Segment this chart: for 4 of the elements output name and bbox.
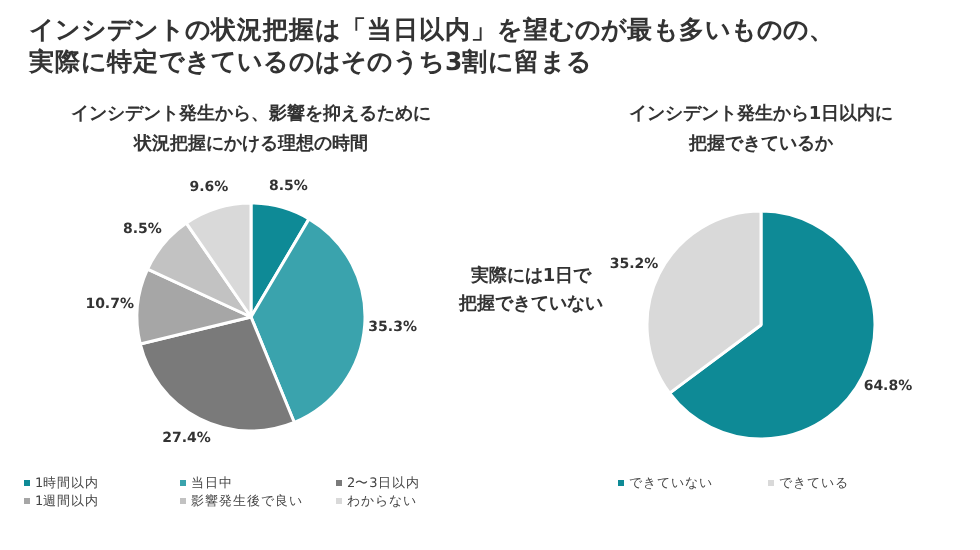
text: 実際には1日で把握できていない (457, 265, 603, 315)
chart-title: インシデント発生から1日以内に把握できているか (628, 103, 894, 155)
text: インシデントの状況把握は「当日以内」を望むのが最も多いものの、実際に特定できているのはそのうち3割に留まる (27, 14, 835, 76)
chart-title: インシデント発生から、影響を抑えるために状況把握にかける理想の時間 (71, 103, 431, 155)
